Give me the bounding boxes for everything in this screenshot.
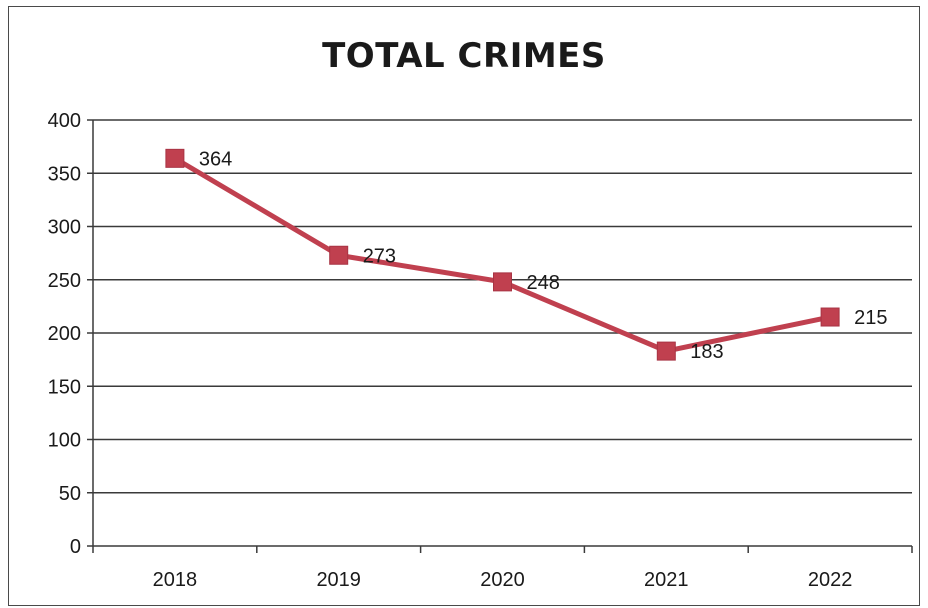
- series-line: [173, 156, 831, 354]
- y-tick-label: 50: [59, 483, 81, 505]
- y-tick-label: 350: [48, 163, 81, 185]
- data-label: 183: [690, 341, 723, 363]
- data-point-marker: [656, 341, 676, 361]
- gridlines: [93, 119, 912, 494]
- y-tick-label: 400: [48, 110, 81, 132]
- y-tick-label: 200: [48, 323, 81, 345]
- y-tick-labels: 0 50 100 150 200 250 300 350 400: [48, 110, 81, 558]
- data-label: 248: [527, 272, 560, 294]
- x-tick-label: 2018: [153, 569, 198, 591]
- x-tick-labels: 2018 2019 2020 2021 2022: [153, 569, 853, 591]
- series-markers: [165, 148, 840, 361]
- series-line-0: [173, 156, 831, 354]
- axes: [87, 119, 913, 553]
- y-tick-label: 250: [48, 270, 81, 292]
- data-point-marker: [165, 148, 185, 168]
- x-tick-label: 2019: [316, 569, 361, 591]
- data-label: 364: [199, 148, 232, 170]
- data-labels: 364 273 248 183 215: [199, 148, 888, 363]
- x-tick-label: 2021: [644, 569, 689, 591]
- y-tick-label: 0: [70, 536, 81, 558]
- x-tick-label: 2022: [808, 569, 853, 591]
- chart-title: TOTAL CRIMES: [322, 36, 606, 76]
- data-point-marker: [329, 245, 349, 265]
- data-point-marker: [820, 307, 840, 327]
- y-tick-label: 300: [48, 217, 81, 239]
- y-tick-label: 100: [48, 430, 81, 452]
- data-label: 215: [854, 307, 887, 329]
- x-tick-label: 2020: [480, 569, 525, 591]
- data-point-marker: [493, 272, 512, 292]
- chart-frame: [8, 6, 920, 606]
- data-label: 273: [363, 245, 396, 267]
- y-tick-label: 150: [48, 376, 81, 398]
